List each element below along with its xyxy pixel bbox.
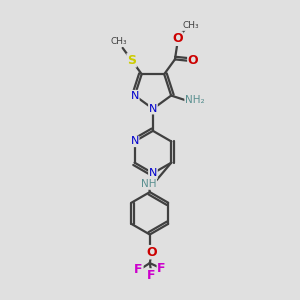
Text: S: S bbox=[127, 54, 136, 67]
Text: O: O bbox=[146, 246, 157, 259]
Text: N: N bbox=[130, 91, 139, 100]
Text: NH₂: NH₂ bbox=[185, 95, 205, 105]
Text: O: O bbox=[188, 54, 199, 68]
Text: N: N bbox=[130, 136, 139, 146]
Text: N: N bbox=[149, 104, 157, 114]
Text: N: N bbox=[149, 168, 157, 178]
Text: F: F bbox=[134, 263, 143, 276]
Text: CH₃: CH₃ bbox=[182, 21, 199, 30]
Text: CH₃: CH₃ bbox=[111, 37, 128, 46]
Text: NH: NH bbox=[141, 179, 156, 189]
Text: O: O bbox=[172, 32, 183, 45]
Text: F: F bbox=[157, 262, 166, 275]
Text: F: F bbox=[147, 269, 155, 282]
